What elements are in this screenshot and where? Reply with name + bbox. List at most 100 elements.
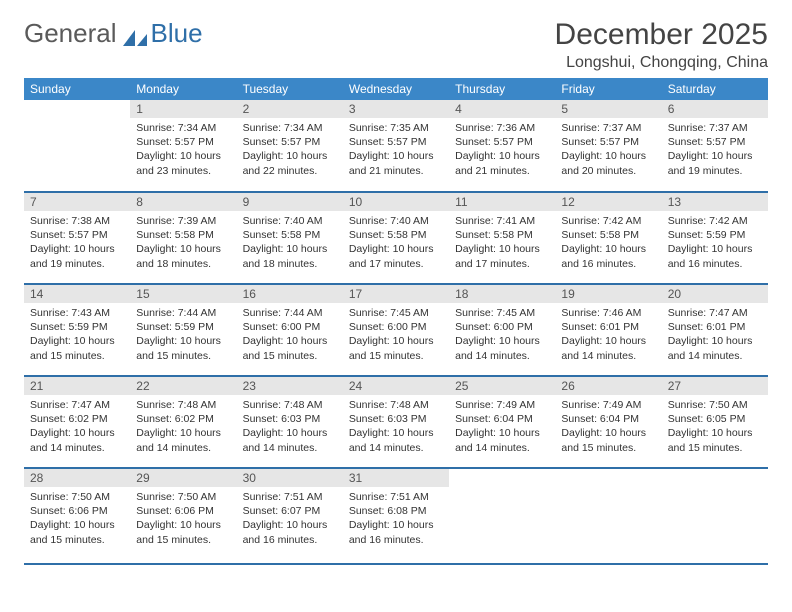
day-number: 23 [237, 377, 343, 395]
day-number: 8 [130, 193, 236, 211]
brand-part2: Blue [151, 18, 203, 49]
day-details: Sunrise: 7:44 AMSunset: 5:59 PMDaylight:… [130, 303, 236, 365]
sunset-line: Sunset: 6:01 PM [561, 320, 655, 334]
sunset-line: Sunset: 5:57 PM [668, 135, 762, 149]
calendar-day-cell: 29Sunrise: 7:50 AMSunset: 6:06 PMDayligh… [130, 468, 236, 564]
day-details: Sunrise: 7:46 AMSunset: 6:01 PMDaylight:… [555, 303, 661, 365]
sunrise-line: Sunrise: 7:36 AM [455, 121, 549, 135]
day-details: Sunrise: 7:39 AMSunset: 5:58 PMDaylight:… [130, 211, 236, 273]
day-number: 31 [343, 469, 449, 487]
daylight-line: Daylight: 10 hours and 21 minutes. [349, 149, 443, 177]
sunset-line: Sunset: 6:03 PM [349, 412, 443, 426]
day-details: Sunrise: 7:45 AMSunset: 6:00 PMDaylight:… [449, 303, 555, 365]
sunrise-line: Sunrise: 7:42 AM [668, 214, 762, 228]
sunset-line: Sunset: 6:00 PM [349, 320, 443, 334]
sunset-line: Sunset: 5:57 PM [561, 135, 655, 149]
daylight-line: Daylight: 10 hours and 18 minutes. [243, 242, 337, 270]
calendar-day-cell: 4Sunrise: 7:36 AMSunset: 5:57 PMDaylight… [449, 100, 555, 192]
sunset-line: Sunset: 6:00 PM [455, 320, 549, 334]
calendar-day-cell: 15Sunrise: 7:44 AMSunset: 5:59 PMDayligh… [130, 284, 236, 376]
daylight-line: Daylight: 10 hours and 14 minutes. [136, 426, 230, 454]
calendar-day-cell: 18Sunrise: 7:45 AMSunset: 6:00 PMDayligh… [449, 284, 555, 376]
sunset-line: Sunset: 6:08 PM [349, 504, 443, 518]
day-number: 18 [449, 285, 555, 303]
calendar-day-cell: 13Sunrise: 7:42 AMSunset: 5:59 PMDayligh… [662, 192, 768, 284]
daylight-line: Daylight: 10 hours and 15 minutes. [136, 334, 230, 362]
daylight-line: Daylight: 10 hours and 14 minutes. [455, 334, 549, 362]
day-details: Sunrise: 7:44 AMSunset: 6:00 PMDaylight:… [237, 303, 343, 365]
sunrise-line: Sunrise: 7:37 AM [561, 121, 655, 135]
day-details: Sunrise: 7:48 AMSunset: 6:03 PMDaylight:… [343, 395, 449, 457]
day-details: Sunrise: 7:45 AMSunset: 6:00 PMDaylight:… [343, 303, 449, 365]
sunset-line: Sunset: 5:58 PM [561, 228, 655, 242]
daylight-line: Daylight: 10 hours and 14 minutes. [243, 426, 337, 454]
calendar-day-cell: 25Sunrise: 7:49 AMSunset: 6:04 PMDayligh… [449, 376, 555, 468]
sunset-line: Sunset: 5:58 PM [455, 228, 549, 242]
sunrise-line: Sunrise: 7:46 AM [561, 306, 655, 320]
sunset-line: Sunset: 6:04 PM [455, 412, 549, 426]
day-details: Sunrise: 7:40 AMSunset: 5:58 PMDaylight:… [237, 211, 343, 273]
calendar-day-cell: 28Sunrise: 7:50 AMSunset: 6:06 PMDayligh… [24, 468, 130, 564]
month-title: December 2025 [555, 18, 768, 52]
sunrise-line: Sunrise: 7:44 AM [243, 306, 337, 320]
calendar-day-cell: 6Sunrise: 7:37 AMSunset: 5:57 PMDaylight… [662, 100, 768, 192]
day-details: Sunrise: 7:36 AMSunset: 5:57 PMDaylight:… [449, 118, 555, 180]
sunrise-line: Sunrise: 7:48 AM [243, 398, 337, 412]
sunset-line: Sunset: 6:02 PM [136, 412, 230, 426]
calendar-day-cell: 5Sunrise: 7:37 AMSunset: 5:57 PMDaylight… [555, 100, 661, 192]
daylight-line: Daylight: 10 hours and 16 minutes. [349, 518, 443, 546]
sunrise-line: Sunrise: 7:43 AM [30, 306, 124, 320]
weekday-header: Thursday [449, 78, 555, 100]
day-number: 28 [24, 469, 130, 487]
day-details: Sunrise: 7:49 AMSunset: 6:04 PMDaylight:… [449, 395, 555, 457]
calendar-day-cell [555, 468, 661, 564]
sunrise-line: Sunrise: 7:45 AM [455, 306, 549, 320]
day-details: Sunrise: 7:48 AMSunset: 6:03 PMDaylight:… [237, 395, 343, 457]
location: Longshui, Chongqing, China [555, 54, 768, 72]
sunset-line: Sunset: 5:59 PM [30, 320, 124, 334]
sunset-line: Sunset: 5:58 PM [243, 228, 337, 242]
sunset-line: Sunset: 5:58 PM [136, 228, 230, 242]
calendar-day-cell: 21Sunrise: 7:47 AMSunset: 6:02 PMDayligh… [24, 376, 130, 468]
day-number: 15 [130, 285, 236, 303]
calendar-day-cell: 16Sunrise: 7:44 AMSunset: 6:00 PMDayligh… [237, 284, 343, 376]
sunrise-line: Sunrise: 7:50 AM [668, 398, 762, 412]
calendar-day-cell [24, 100, 130, 192]
daylight-line: Daylight: 10 hours and 17 minutes. [455, 242, 549, 270]
sunrise-line: Sunrise: 7:37 AM [668, 121, 762, 135]
day-details: Sunrise: 7:41 AMSunset: 5:58 PMDaylight:… [449, 211, 555, 273]
day-number: 2 [237, 100, 343, 118]
daylight-line: Daylight: 10 hours and 15 minutes. [30, 518, 124, 546]
daylight-line: Daylight: 10 hours and 19 minutes. [668, 149, 762, 177]
day-number: 13 [662, 193, 768, 211]
daylight-line: Daylight: 10 hours and 14 minutes. [455, 426, 549, 454]
header: General Blue December 2025 Longshui, Cho… [24, 18, 768, 72]
sunrise-line: Sunrise: 7:49 AM [455, 398, 549, 412]
daylight-line: Daylight: 10 hours and 20 minutes. [561, 149, 655, 177]
sunset-line: Sunset: 6:07 PM [243, 504, 337, 518]
day-details: Sunrise: 7:37 AMSunset: 5:57 PMDaylight:… [662, 118, 768, 180]
day-number: 14 [24, 285, 130, 303]
sunrise-line: Sunrise: 7:39 AM [136, 214, 230, 228]
sunset-line: Sunset: 6:06 PM [30, 504, 124, 518]
calendar-day-cell: 1Sunrise: 7:34 AMSunset: 5:57 PMDaylight… [130, 100, 236, 192]
weekday-header: Wednesday [343, 78, 449, 100]
weekday-header: Sunday [24, 78, 130, 100]
day-details: Sunrise: 7:42 AMSunset: 5:59 PMDaylight:… [662, 211, 768, 273]
sunrise-line: Sunrise: 7:34 AM [136, 121, 230, 135]
day-details: Sunrise: 7:48 AMSunset: 6:02 PMDaylight:… [130, 395, 236, 457]
sunrise-line: Sunrise: 7:50 AM [136, 490, 230, 504]
daylight-line: Daylight: 10 hours and 15 minutes. [136, 518, 230, 546]
day-details: Sunrise: 7:50 AMSunset: 6:05 PMDaylight:… [662, 395, 768, 457]
day-number: 27 [662, 377, 768, 395]
sunset-line: Sunset: 5:57 PM [30, 228, 124, 242]
daylight-line: Daylight: 10 hours and 15 minutes. [561, 426, 655, 454]
daylight-line: Daylight: 10 hours and 21 minutes. [455, 149, 549, 177]
calendar-day-cell: 11Sunrise: 7:41 AMSunset: 5:58 PMDayligh… [449, 192, 555, 284]
daylight-line: Daylight: 10 hours and 15 minutes. [30, 334, 124, 362]
daylight-line: Daylight: 10 hours and 15 minutes. [668, 426, 762, 454]
sunrise-line: Sunrise: 7:48 AM [136, 398, 230, 412]
calendar-day-cell: 19Sunrise: 7:46 AMSunset: 6:01 PMDayligh… [555, 284, 661, 376]
day-number: 30 [237, 469, 343, 487]
calendar-week-row: 1Sunrise: 7:34 AMSunset: 5:57 PMDaylight… [24, 100, 768, 192]
